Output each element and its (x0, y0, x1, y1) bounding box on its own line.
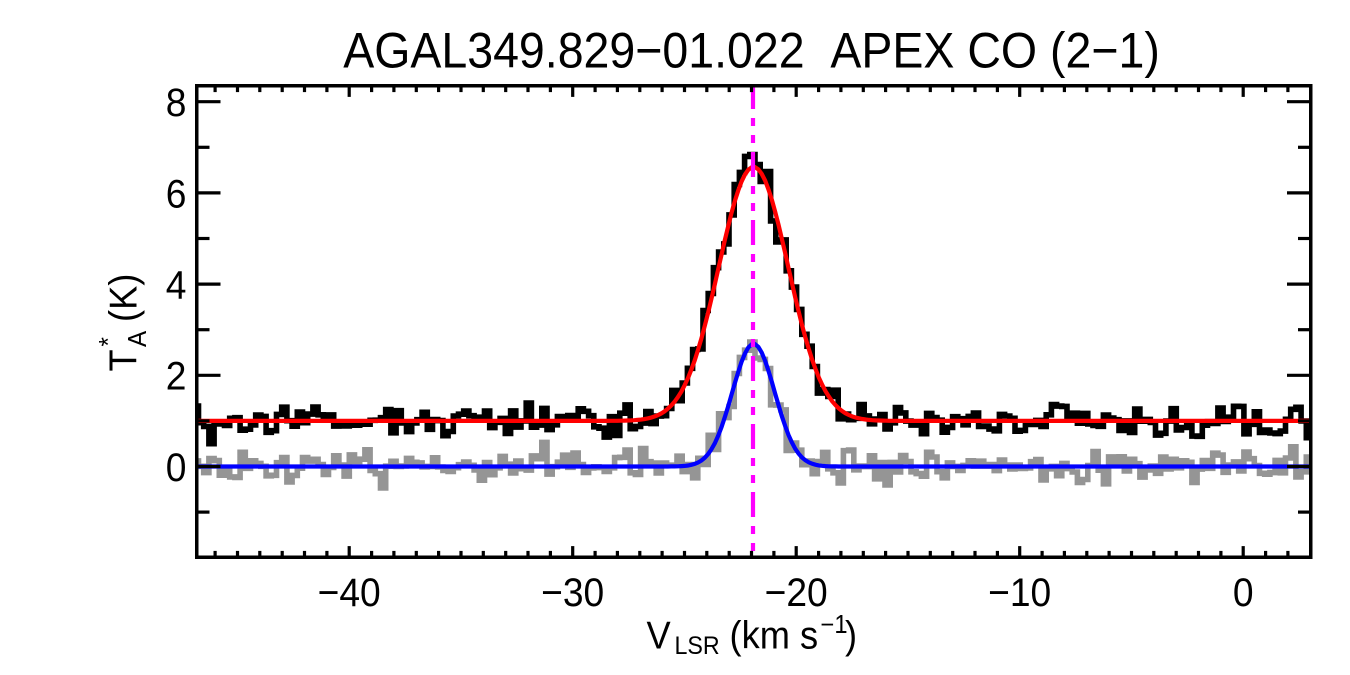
svg-text:2: 2 (166, 354, 187, 399)
svg-text:(km s: (km s (730, 613, 819, 656)
svg-text:): ) (845, 613, 857, 656)
svg-text:AGAL349.829−01.022 APEX CO (2: AGAL349.829−01.022 APEX CO (2−1) (343, 23, 1160, 79)
svg-text:0: 0 (1233, 571, 1254, 616)
svg-text:−20: −20 (765, 571, 828, 616)
svg-text:0: 0 (166, 446, 187, 491)
svg-text:−10: −10 (988, 571, 1051, 616)
svg-text:8: 8 (166, 81, 187, 126)
svg-text:(K): (K) (101, 274, 144, 322)
svg-text:6: 6 (166, 172, 187, 217)
svg-text:A: A (123, 331, 152, 347)
svg-text:*: * (94, 337, 123, 347)
svg-text:T: T (101, 349, 144, 371)
svg-text:4: 4 (166, 263, 187, 308)
svg-text:LSR: LSR (675, 632, 720, 660)
svg-text:−1: −1 (821, 611, 848, 639)
svg-text:−40: −40 (318, 571, 381, 616)
svg-text:V: V (647, 613, 671, 656)
svg-text:−30: −30 (541, 571, 604, 616)
